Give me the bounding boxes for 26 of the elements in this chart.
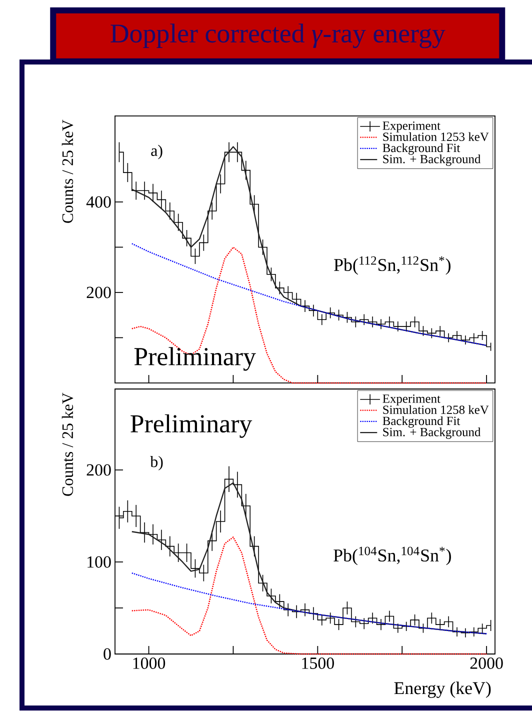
y-tick-label: 400 [86,196,111,208]
legend-label: Background Fit [382,143,460,155]
legend-label: Background Fit [382,416,460,428]
legend-label: Experiment [382,394,440,406]
annotation: Preliminary [130,414,252,438]
y-tick-label: 100 [88,556,111,568]
chart-title: Doppler corrected γ-ray energy [110,24,446,48]
y-axis-title: Counts / 25 keV [62,120,74,223]
legend-label: Sim. + Background [383,428,481,439]
annotation: Pb($^{104}$Sn,$^{104}$Sn$^{*}$) [334,546,451,566]
legend-label: Simulation 1258 keV [383,405,489,414]
y-tick-label: 0 [104,648,111,660]
annotation: Preliminary [134,347,256,371]
legend-label: Sim. + Background [383,154,481,166]
x-axis-title: Energy (keV) [394,682,491,698]
x-tick-label: 1500 [302,658,334,669]
annotation: b) [150,456,163,470]
annotation: a) [151,144,162,160]
y-tick-label: 200 [86,286,111,298]
annotation: Pb($^{112}$Sn,$^{112}$Sn$^{*}$) [334,256,450,275]
legend-label: Experiment [382,122,440,132]
legend-label: Simulation 1253 keV [383,132,489,142]
x-tick-label: 2000 [470,658,503,669]
x-tick-label: 1000 [133,658,166,669]
y-tick-label: 200 [86,464,111,476]
y-axis-title: Counts / 25 keV [62,392,74,496]
